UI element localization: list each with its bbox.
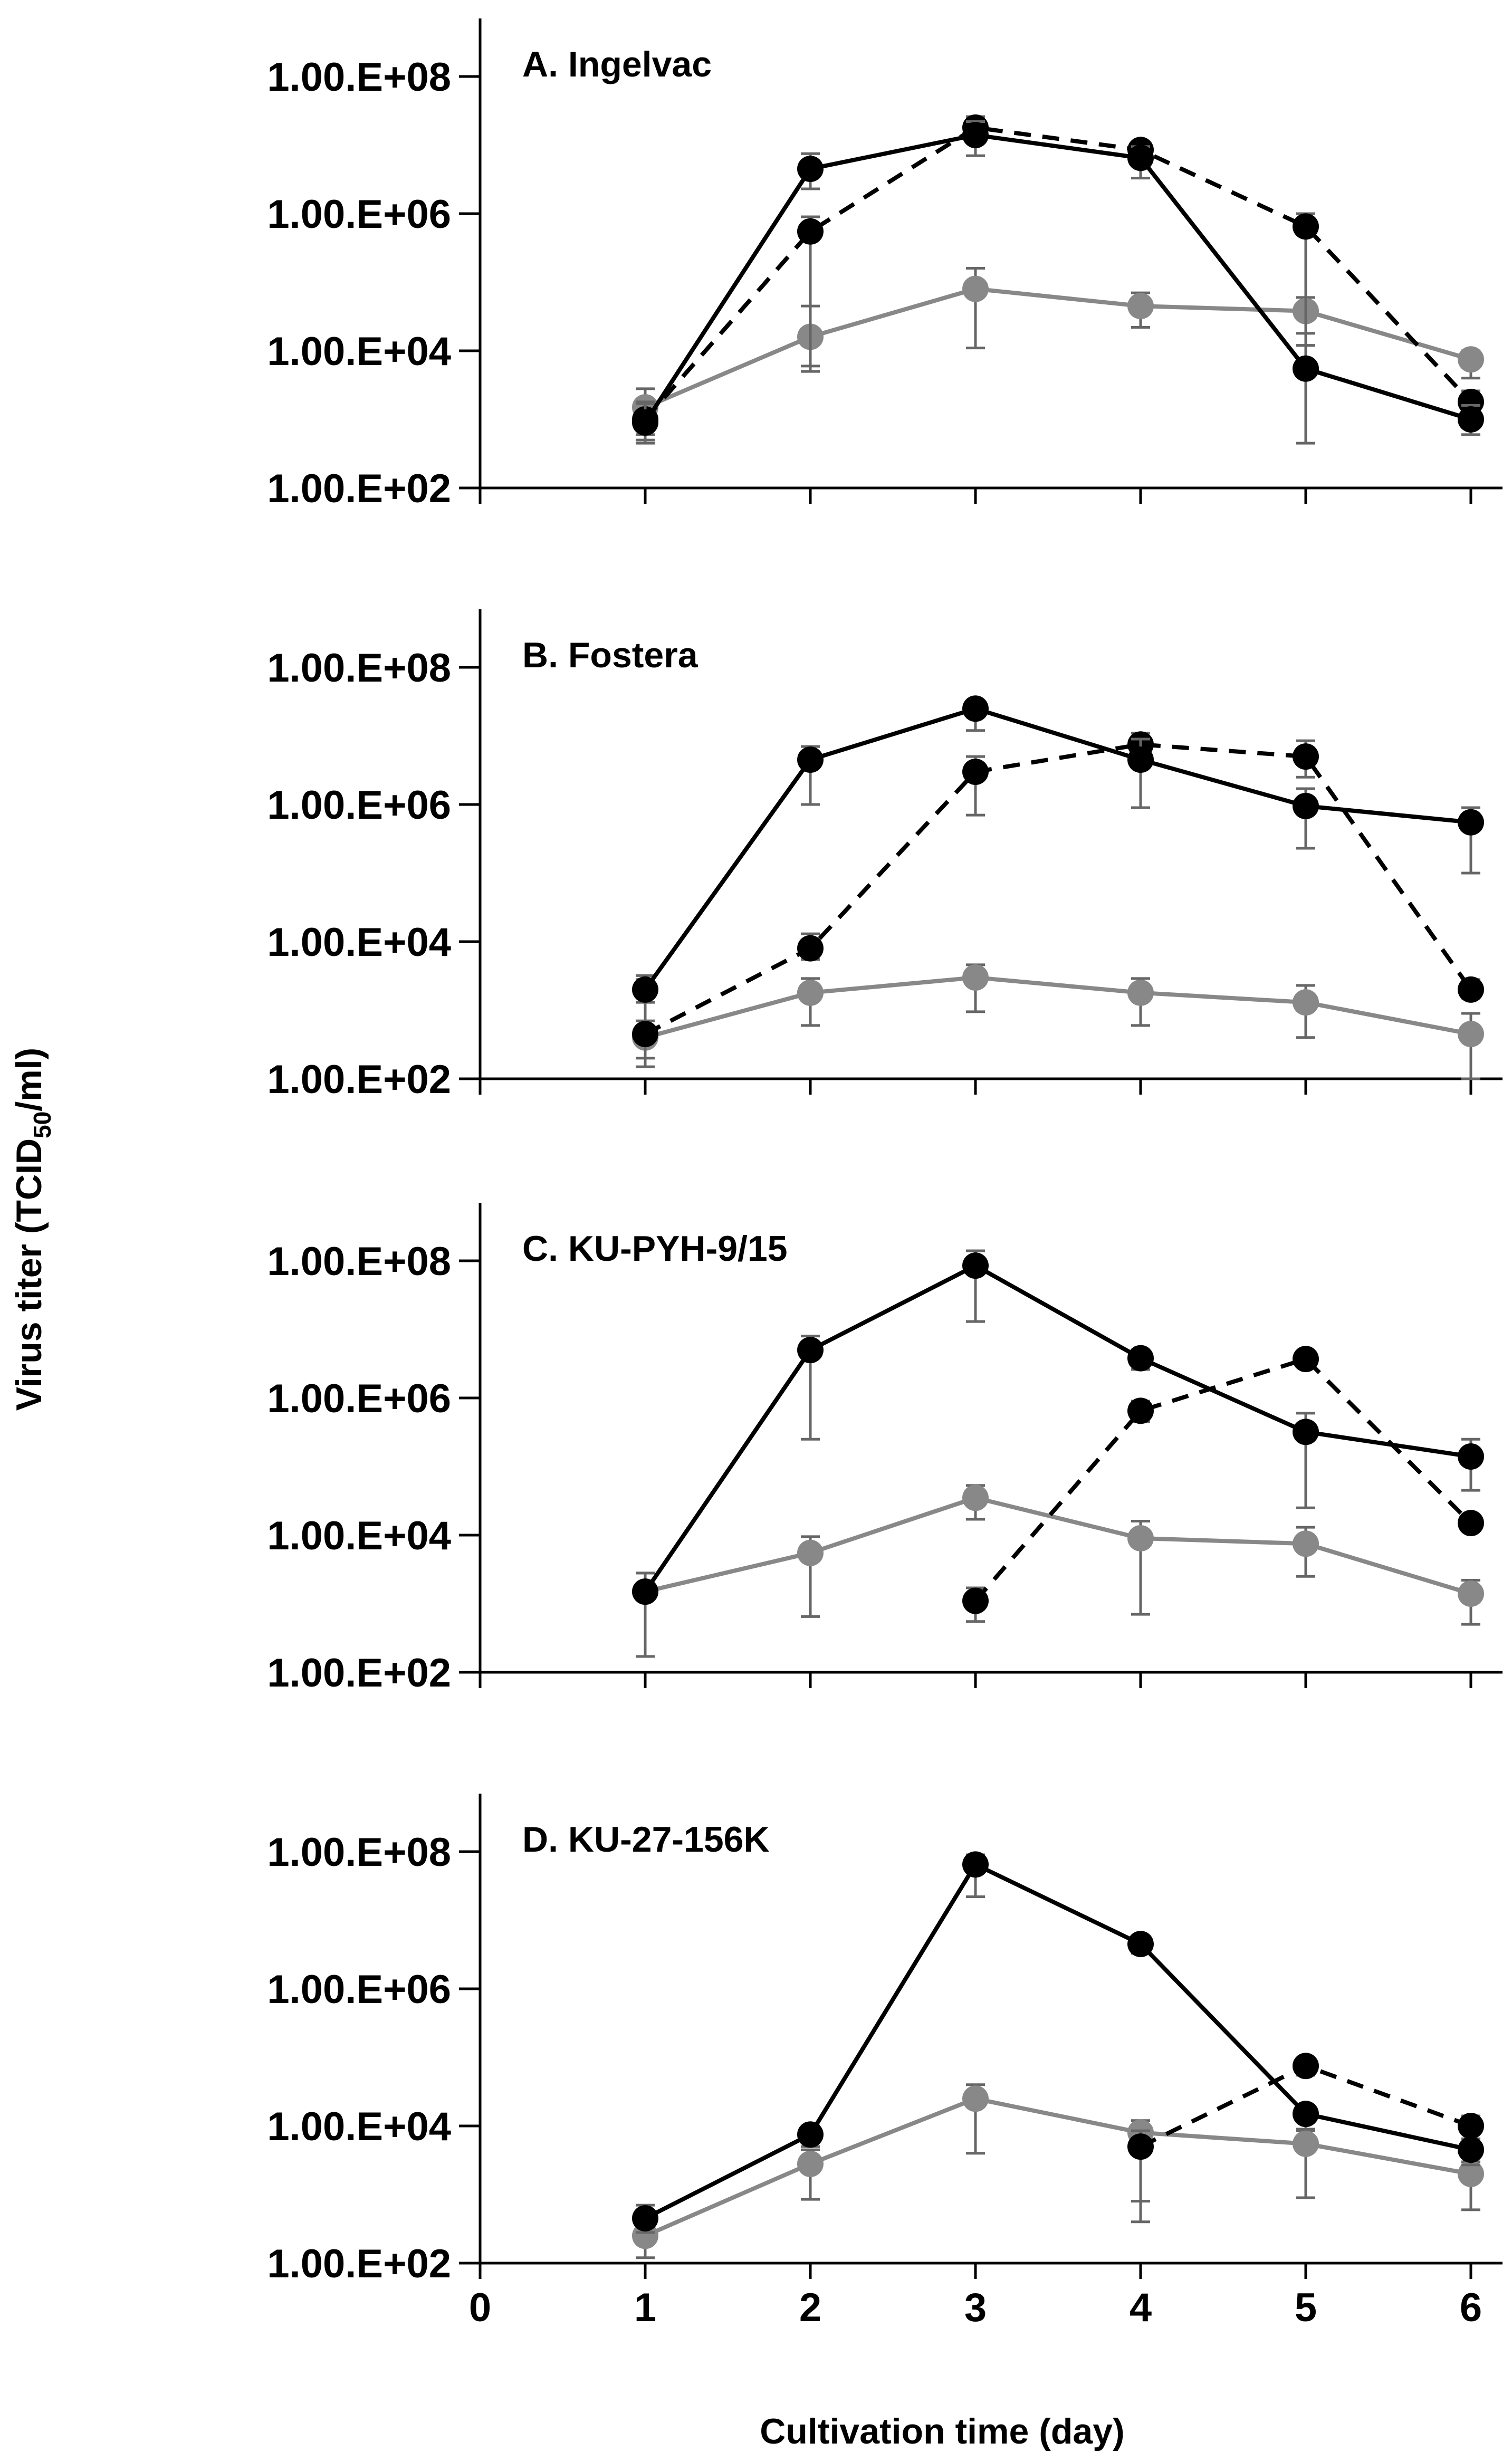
data-point-black-solid (962, 1851, 989, 1878)
series-line-gray (644, 975, 1471, 1040)
data-point-gray (962, 964, 989, 991)
y-tick-label: 1.00.E+04 (267, 920, 451, 965)
y-tick-label: 1.00.E+08 (267, 55, 451, 100)
series-line-black-solid (643, 706, 1471, 991)
data-point-black-solid (1293, 1419, 1319, 1445)
data-point-black-solid (632, 1578, 658, 1605)
data-point-gray (1458, 1580, 1484, 1607)
data-point-gray (962, 275, 989, 302)
y-tick-label: 1.00.E+02 (267, 2241, 451, 2286)
y-axis-title: Virus titer (TCID50/ml) (9, 1048, 56, 1411)
data-point-black-solid (632, 976, 658, 1003)
panel-title: B. Fostera (522, 635, 698, 675)
y-tick-label: 1.00.E+04 (267, 329, 451, 374)
data-point-gray (1127, 979, 1154, 1006)
data-point-black-solid (797, 156, 824, 183)
x-tick-label: 1 (634, 2285, 656, 2330)
series-line-gray (644, 2096, 1471, 2238)
series-line-black-solid (644, 1862, 1471, 2220)
data-point-black-solid (1458, 809, 1484, 836)
data-point-black-solid (1458, 406, 1484, 433)
data-point-black-dashed (797, 935, 824, 962)
data-point-black-dashed (1293, 2053, 1319, 2080)
y-tick-label: 1.00.E+08 (267, 1239, 451, 1284)
data-point-black-solid (962, 695, 989, 722)
series-line-black-dashed (643, 125, 1472, 421)
data-point-black-solid (962, 122, 989, 149)
data-point-black-dashed (962, 1587, 989, 1614)
data-point-black-solid (1127, 746, 1154, 773)
data-point-gray (1458, 346, 1484, 373)
series-line-gray (645, 1496, 1472, 1596)
y-tick-label: 1.00.E+06 (267, 1967, 451, 2012)
data-point-gray (1293, 2130, 1319, 2157)
data-point-black-dashed (1293, 1346, 1319, 1373)
y-tick-label: 1.00.E+06 (267, 783, 451, 828)
data-point-black-dashed (632, 1021, 658, 1048)
y-tick-label: 1.00.E+08 (267, 646, 451, 691)
series-line-black-solid (643, 133, 1472, 424)
y-tick-label: 1.00.E+04 (267, 1513, 451, 1558)
x-tick-label: 6 (1460, 2285, 1482, 2330)
data-point-black-dashed (1458, 2113, 1484, 2139)
data-point-gray (1293, 989, 1319, 1016)
data-point-gray (962, 2085, 989, 2112)
series-line-black-dashed (644, 742, 1473, 1036)
y-tick-label: 1.00.E+02 (267, 466, 451, 511)
data-point-black-solid (1293, 792, 1319, 819)
data-point-black-solid (797, 1337, 824, 1364)
data-point-gray (797, 1539, 824, 1566)
data-point-black-solid (1127, 1345, 1154, 1372)
data-point-black-solid (797, 2121, 824, 2148)
data-point-black-solid (1293, 355, 1319, 382)
data-point-black-solid (1127, 145, 1154, 171)
data-point-black-solid (962, 1252, 989, 1279)
panel-title: D. KU-27-156K (522, 1819, 770, 1860)
x-tick-label: 4 (1130, 2285, 1152, 2330)
data-point-black-dashed (1127, 2133, 1154, 2160)
data-point-black-dashed (1293, 213, 1319, 240)
series-line-black-solid (643, 1263, 1471, 1593)
data-point-gray (1127, 293, 1154, 320)
series-line-black-dashed (973, 1357, 1472, 1603)
data-point-black-dashed (797, 218, 824, 245)
data-point-gray (797, 2150, 824, 2177)
panel-title: C. KU-PYH-9/15 (522, 1229, 788, 1269)
data-point-black-dashed (1458, 1510, 1484, 1537)
data-point-black-solid (1458, 2137, 1484, 2163)
y-tick-label: 1.00.E+04 (267, 2104, 451, 2149)
series-line-gray (644, 286, 1472, 409)
x-tick-label: 0 (469, 2285, 491, 2330)
data-point-gray (962, 1484, 989, 1511)
data-point-black-solid (632, 2205, 658, 2232)
x-axis-title: Cultivation time (day) (760, 2411, 1124, 2451)
data-point-black-solid (1293, 2101, 1319, 2128)
y-tick-label: 1.00.E+02 (267, 1057, 451, 1102)
data-point-black-dashed (1458, 976, 1484, 1003)
data-point-black-dashed (1127, 1397, 1154, 1424)
x-tick-label: 2 (799, 2285, 821, 2330)
data-point-black-solid (1458, 1443, 1484, 1470)
data-point-black-dashed (962, 758, 989, 785)
data-point-gray (1127, 1525, 1154, 1551)
data-point-black-dashed (1293, 743, 1319, 770)
data-point-gray (1458, 1021, 1484, 1048)
data-point-gray (1293, 1530, 1319, 1557)
x-tick-label: 5 (1295, 2285, 1317, 2330)
y-tick-label: 1.00.E+02 (267, 1651, 451, 1695)
data-point-black-solid (1127, 1931, 1154, 1958)
x-tick-label: 3 (964, 2285, 987, 2330)
data-point-gray (797, 979, 824, 1006)
data-point-black-solid (797, 746, 824, 773)
data-point-gray (1458, 2160, 1484, 2187)
y-tick-label: 1.00.E+06 (267, 1376, 451, 1421)
data-point-black-solid (632, 409, 658, 436)
y-tick-label: 1.00.E+08 (267, 1830, 451, 1875)
panel-title: A. Ingelvac (522, 44, 712, 84)
y-tick-label: 1.00.E+06 (267, 192, 451, 237)
